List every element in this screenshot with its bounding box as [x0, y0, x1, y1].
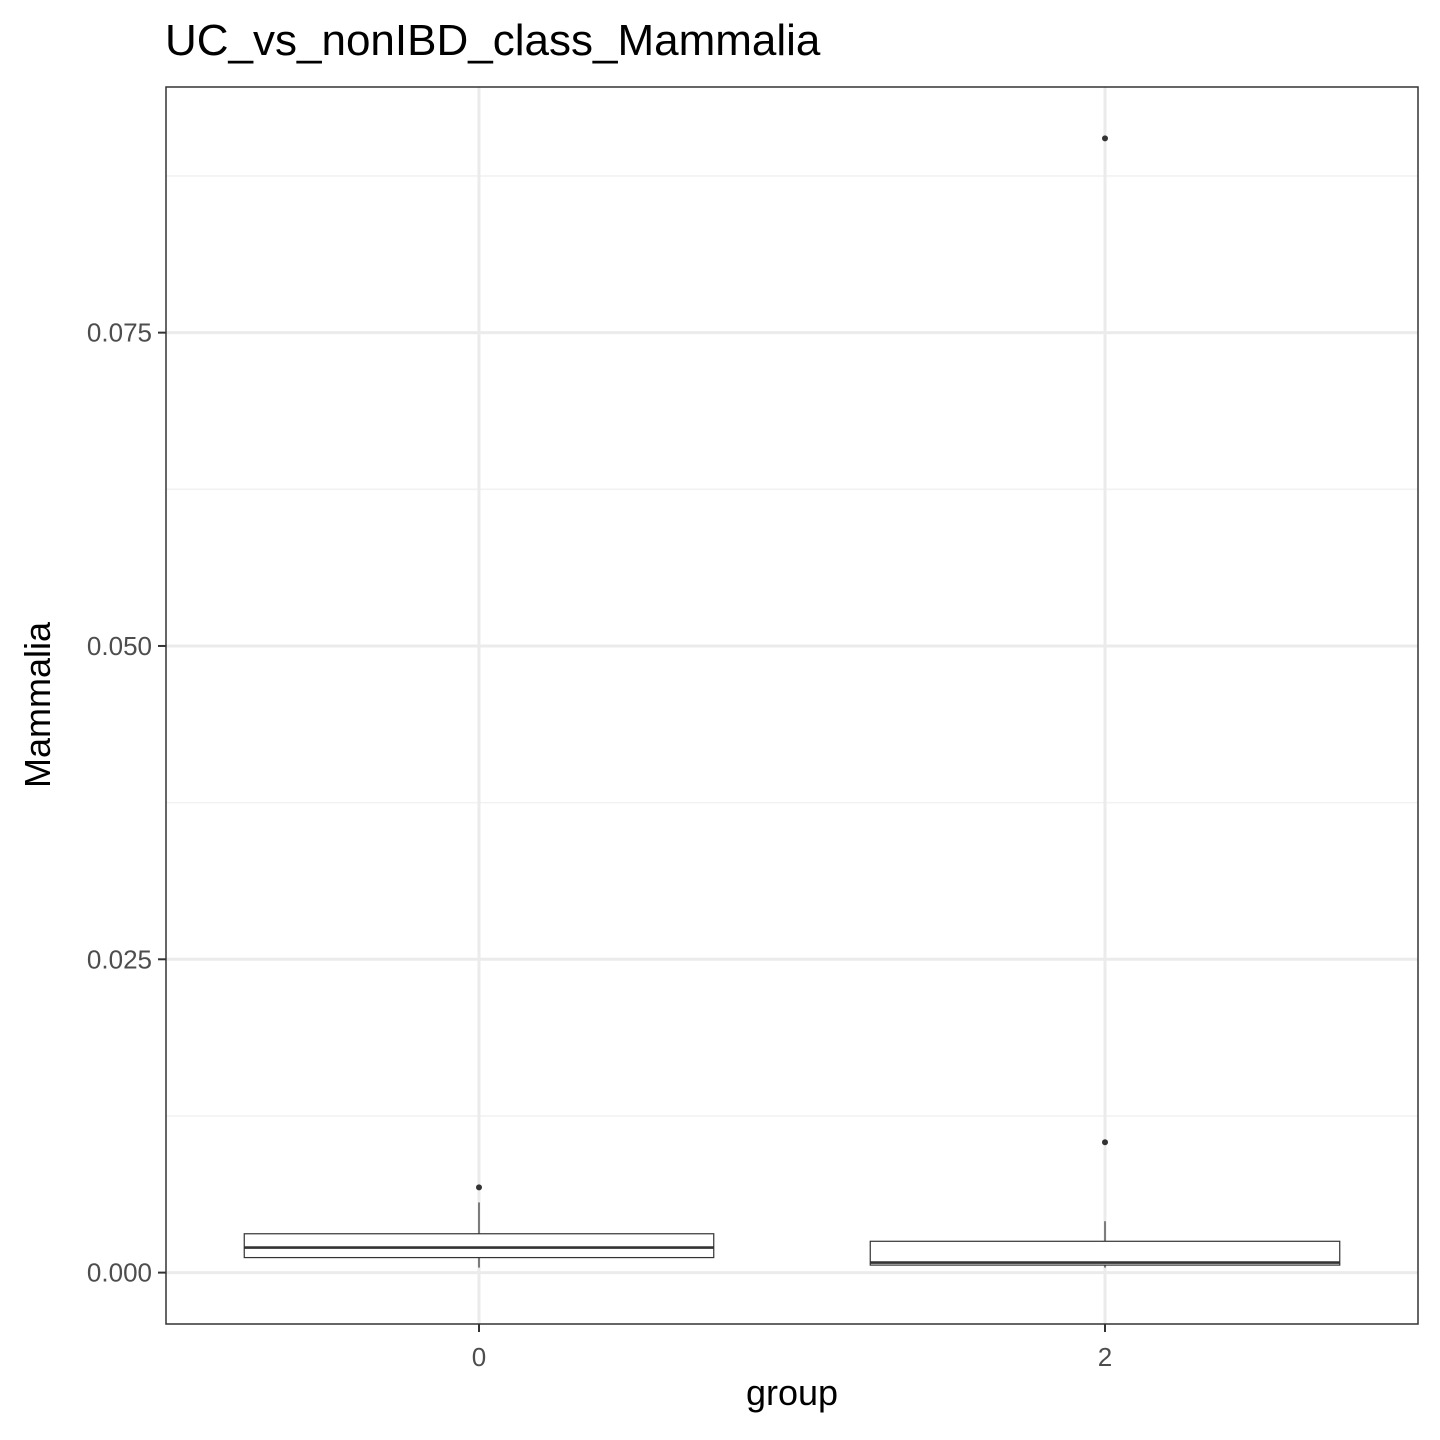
x-tick-label: 2	[1098, 1342, 1112, 1372]
box-iqr	[869, 1240, 1341, 1266]
y-axis: 0.000 0.025 0.050 0.075	[87, 318, 166, 1288]
box-iqr	[243, 1233, 715, 1259]
x-axis-title: group	[746, 1372, 838, 1413]
panel-border	[165, 86, 1419, 1325]
chart-title: UC_vs_nonIBD_class_Mammalia	[165, 16, 821, 65]
x-tick-label: 0	[472, 1342, 486, 1372]
y-tick-label: 0.075	[87, 318, 152, 348]
y-tick-label: 0.000	[87, 1258, 152, 1288]
outlier-point	[1102, 1139, 1108, 1146]
outlier-point	[476, 1184, 482, 1191]
outlier-point	[1102, 135, 1108, 142]
y-tick-label: 0.050	[87, 631, 152, 661]
plot-panel	[165, 86, 1419, 1325]
y-axis-title: Mammalia	[17, 621, 58, 788]
panel-background	[166, 87, 1418, 1324]
box-group-2	[869, 135, 1341, 1268]
y-tick-label: 0.025	[87, 944, 152, 974]
box-group-0	[243, 1184, 715, 1268]
